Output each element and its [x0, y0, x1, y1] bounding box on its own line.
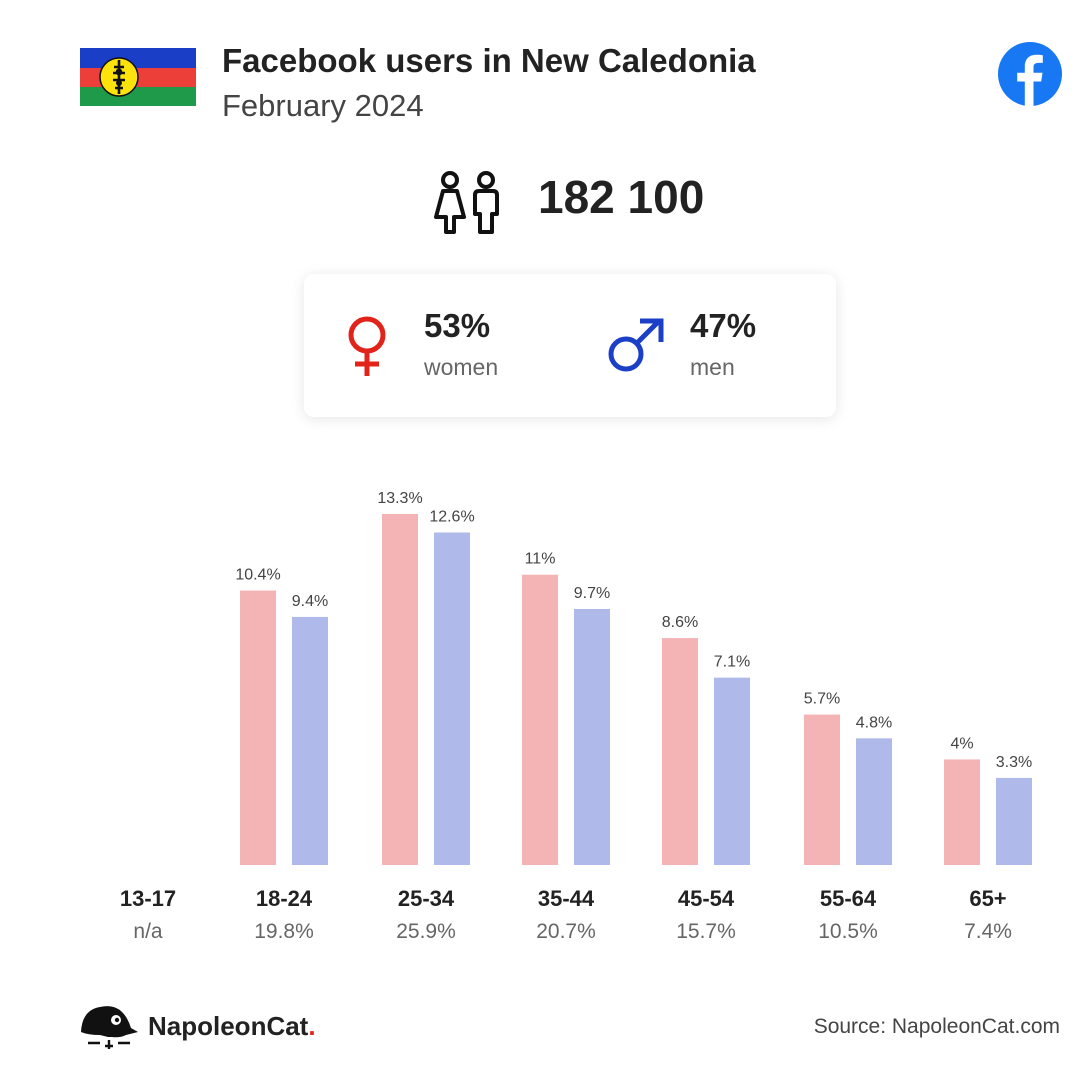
- data-label-women-55-64: 5.7%: [804, 691, 840, 708]
- men-label: men: [690, 354, 735, 380]
- male-symbol-icon: [608, 318, 664, 372]
- category-total-45-54: 15.7%: [676, 920, 736, 943]
- women-percentage: 53%: [424, 307, 491, 344]
- bar-women-45-54: [662, 638, 698, 865]
- men-percentage: 47%: [690, 307, 757, 344]
- brand-name: NapoleonCat.: [148, 1011, 316, 1042]
- data-label-men-25-34: 12.6%: [429, 508, 474, 525]
- page-subtitle: February 2024: [222, 88, 424, 123]
- data-label-men-65+: 3.3%: [996, 754, 1032, 771]
- brand-dot: .: [308, 1011, 316, 1041]
- bar-women-18-24: [240, 590, 276, 865]
- bar-men-65+: [996, 777, 1032, 865]
- data-label-women-18-24: 10.4%: [235, 567, 280, 584]
- bar-men-45-54: [714, 677, 750, 865]
- category-total-35-44: 20.7%: [536, 920, 596, 943]
- data-label-women-65+: 4%: [950, 735, 973, 752]
- bar-women-65+: [944, 759, 980, 865]
- facebook-logo-icon: [998, 42, 1062, 106]
- total-users-value: 182 100: [538, 171, 705, 223]
- category-total-25-34: 25.9%: [396, 920, 456, 943]
- x-tick-label-65+: 65+: [969, 886, 1006, 911]
- women-label: women: [424, 354, 499, 380]
- x-tick-label-35-44: 35-44: [538, 886, 595, 911]
- bar-men-35-44: [574, 609, 610, 865]
- bar-women-25-34: [382, 514, 418, 865]
- x-tick-label-25-34: 25-34: [398, 886, 455, 911]
- source-credit: Source: NapoleonCat.com: [813, 1015, 1060, 1038]
- bar-women-35-44: [522, 574, 558, 865]
- users-icon: [434, 171, 499, 234]
- x-tick-label-55-64: 55-64: [820, 886, 877, 911]
- bar-men-55-64: [856, 738, 892, 865]
- data-label-men-35-44: 9.7%: [574, 585, 610, 602]
- female-symbol-icon: [348, 316, 386, 376]
- x-tick-label-18-24: 18-24: [256, 886, 313, 911]
- bar-men-25-34: [434, 532, 470, 865]
- bar-men-18-24: [292, 616, 328, 865]
- page-title: Facebook users in New Caledonia: [222, 42, 756, 79]
- data-label-women-25-34: 13.3%: [377, 490, 422, 507]
- new-caledonia-flag: [80, 48, 196, 106]
- category-total-13-17: n/a: [133, 920, 163, 943]
- bar-women-55-64: [804, 714, 840, 865]
- brand-text: NapoleonCat: [148, 1011, 309, 1041]
- data-label-men-45-54: 7.1%: [714, 654, 750, 671]
- data-label-women-45-54: 8.6%: [662, 614, 698, 631]
- category-total-55-64: 10.5%: [818, 920, 878, 943]
- gender-split-card: 53% women 47% men: [304, 274, 836, 417]
- data-label-women-35-44: 11%: [525, 551, 556, 568]
- category-total-65+: 7.4%: [964, 920, 1012, 943]
- napoleoncat-logo-icon: [81, 1006, 138, 1049]
- data-label-men-18-24: 9.4%: [292, 593, 328, 610]
- data-label-men-55-64: 4.8%: [856, 714, 892, 731]
- category-total-18-24: 19.8%: [254, 920, 314, 943]
- x-tick-label-45-54: 45-54: [678, 886, 735, 911]
- age-gender-bar-chart: 13-17 n/a 10.4% 9.4% 18-24 19.8% 13.3% 12.6% 25-…: [120, 490, 1032, 943]
- x-tick-label-13-17: 13-17: [120, 886, 176, 911]
